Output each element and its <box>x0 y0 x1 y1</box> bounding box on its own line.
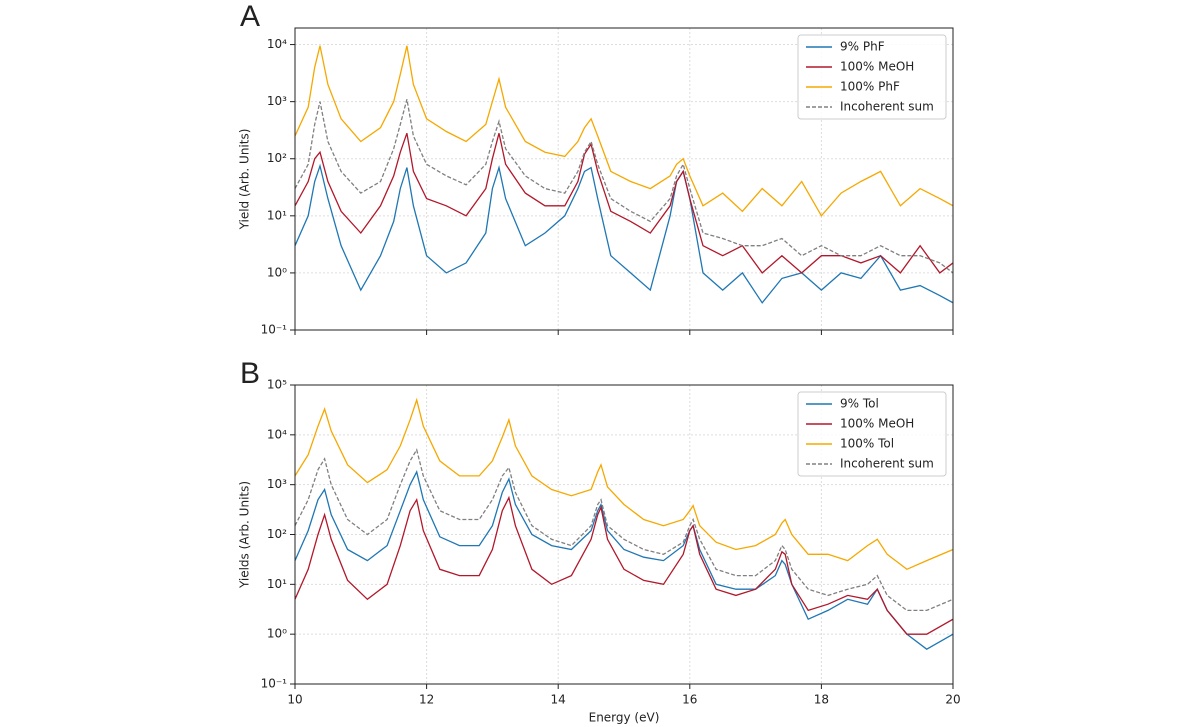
series-line <box>295 163 953 304</box>
series-line <box>295 495 953 635</box>
y-axis-label: Yields (Arb. Units) <box>238 481 252 589</box>
legend-label: 100% Tol <box>840 437 894 451</box>
x-tick-label: 20 <box>945 693 960 707</box>
y-tick-label: 10³ <box>267 477 287 491</box>
y-tick-label: 10¹ <box>267 577 287 591</box>
x-axis-label: Energy (eV) <box>589 711 660 725</box>
series-line <box>295 470 953 650</box>
legend-label: Incoherent sum <box>840 457 934 471</box>
series-line <box>295 448 953 612</box>
legend-box <box>797 391 947 477</box>
legend-label: 9% Tol <box>840 397 879 411</box>
x-tick-label: 18 <box>814 693 829 707</box>
series-line <box>295 99 953 274</box>
y-axis-label: Yield (Arb. Units) <box>238 129 252 231</box>
y-tick-label: 10⁵ <box>267 378 287 392</box>
legend-label: 100% MeOH <box>840 60 914 74</box>
panel-label: A <box>240 0 260 33</box>
series-line <box>295 45 953 217</box>
y-tick-label: 10⁻¹ <box>261 323 288 337</box>
legend-label: 9% PhF <box>840 40 885 54</box>
axes-frame <box>294 27 954 331</box>
legend-label: 100% MeOH <box>840 417 914 431</box>
x-tick-label: 14 <box>551 693 566 707</box>
y-tick-label: 10² <box>267 527 287 541</box>
x-tick-label: 12 <box>419 693 434 707</box>
series-line <box>295 397 953 571</box>
y-tick-label: 10⁰ <box>267 627 287 641</box>
axes-frame <box>294 384 954 685</box>
y-tick-label: 10⁻¹ <box>261 677 288 691</box>
x-tick-label: 16 <box>682 693 697 707</box>
y-tick-label: 10³ <box>267 94 287 108</box>
legend-label: 100% PhF <box>840 80 900 94</box>
y-tick-label: 10² <box>267 151 287 165</box>
legend-box <box>797 34 947 120</box>
y-tick-label: 10⁴ <box>267 427 287 441</box>
legend-label: Incoherent sum <box>840 100 934 114</box>
panel-label: B <box>240 357 260 390</box>
y-tick-label: 10¹ <box>267 208 287 222</box>
y-tick-label: 10⁰ <box>267 265 287 279</box>
series-line <box>295 132 953 274</box>
x-tick-label: 10 <box>287 693 302 707</box>
y-tick-label: 10⁴ <box>267 37 287 51</box>
